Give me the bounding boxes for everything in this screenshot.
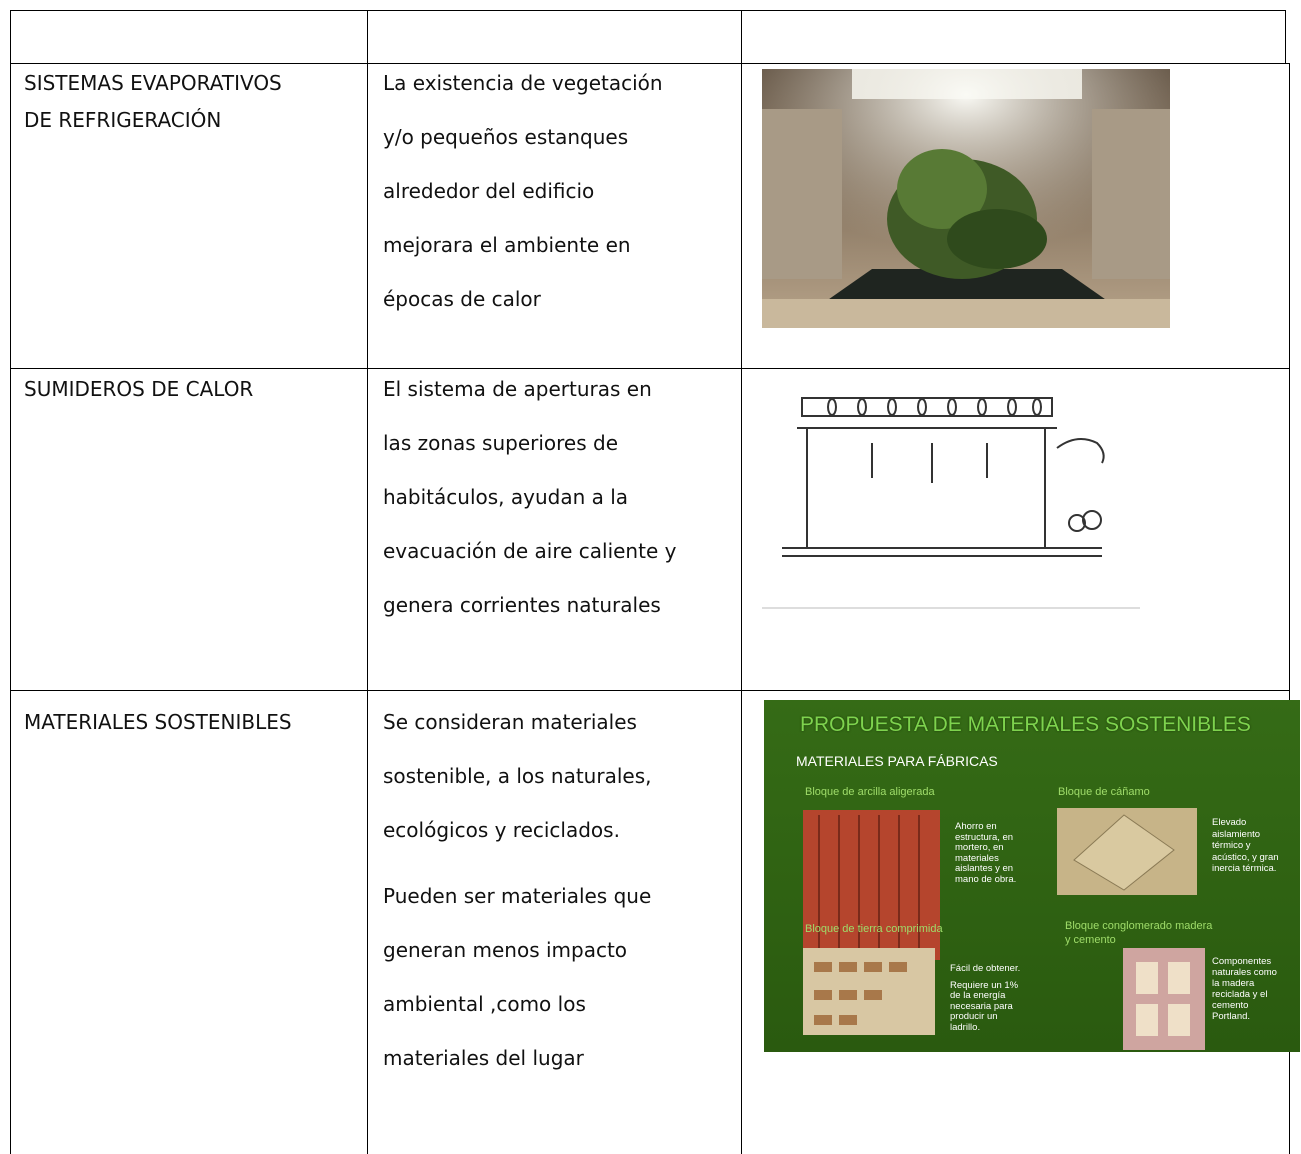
row-description: ecológicos y reciclados. [383,818,620,842]
item-note: acústico, y gran [1212,851,1279,863]
item-note: reciclada y el [1212,989,1268,1000]
materials-panel [764,700,1300,1052]
item-note: estructura, en [955,831,1014,843]
row-description: materiales del lugar [383,1046,584,1070]
row-description: sostenible, a los naturales, [383,764,652,788]
row-description: habitáculos, ayudan a la [383,485,629,509]
item-note: producir un [950,1011,998,1022]
table-border [10,63,1290,64]
table-border [10,10,11,1154]
figure-title: PROPUESTA DE MATERIALES SOSTENIBLES [800,713,1251,736]
row-term: MATERIALES SOSTENIBLES [24,710,292,734]
row-description: evacuación de aire caliente y [383,539,677,563]
item-name: Bloque de tierra comprimida [805,923,943,935]
figure-subtitle: MATERIALES PARA FÁBRICAS [796,753,998,769]
row-description: épocas de calor [383,287,541,311]
row-term: SISTEMAS EVAPORATIVOS [24,71,282,95]
item-note: Ahorro en [955,821,997,832]
item-note: materiales [955,852,999,864]
row-description: Se consideran materiales [383,710,637,734]
row-description: y/o pequeños estanques [383,125,629,149]
table-border [1285,10,1286,63]
table-border [10,368,1290,369]
item-note: Requiere un 1% [950,979,1019,991]
row-description: La existencia de vegetación [383,71,663,95]
row-description: las zonas superiores de [383,431,619,455]
row-description: ambiental ,como los [383,992,586,1016]
table-border [367,10,368,1154]
table-border [1289,63,1290,1154]
table-border [10,690,1290,691]
item-note: aislamiento [1212,828,1261,840]
item-note: la madera [1212,978,1255,989]
table-border [10,10,1286,11]
row-description: mejorara el ambiente en [383,233,631,257]
item-name: Bloque de cáñamo [1058,786,1150,798]
item-note: Fácil de obtener. [950,963,1021,974]
item-note: inercia térmica. [1212,863,1277,874]
item-note: Componentes [1212,956,1272,967]
item-note: Elevado [1212,817,1247,828]
heat-sink-sketch [762,397,1140,609]
item-note: ladrillo. [950,1021,981,1033]
item-note: térmico y [1212,840,1251,851]
row-description: Pueden ser materiales que [383,884,652,908]
item-name: y cemento [1065,934,1116,946]
item-note: mano de obra. [955,873,1017,885]
item-note: Portland. [1212,1011,1251,1022]
row-description: genera corrientes naturales [383,593,661,617]
item-note: naturales como [1212,967,1277,978]
row-description: alrededor del edificio [383,179,595,203]
item-note: de la energía [950,990,1006,1001]
courtyard-photo [762,69,1170,328]
table-border [741,10,742,1154]
row-term: SUMIDEROS DE CALOR [24,377,254,401]
row-term: DE REFRIGERACIÓN [24,108,222,132]
row-description: generan menos impacto [383,938,628,962]
item-note: cemento [1212,1000,1249,1011]
item-note: mortero, en [955,842,1004,853]
item-name: Bloque conglomerado madera [1065,920,1213,932]
item-name: Bloque de arcilla aligerada [805,786,935,798]
item-note: necesaria para [950,1000,1013,1012]
item-note: aislantes y en [955,863,1014,874]
row-description: El sistema de aperturas en [383,377,652,401]
